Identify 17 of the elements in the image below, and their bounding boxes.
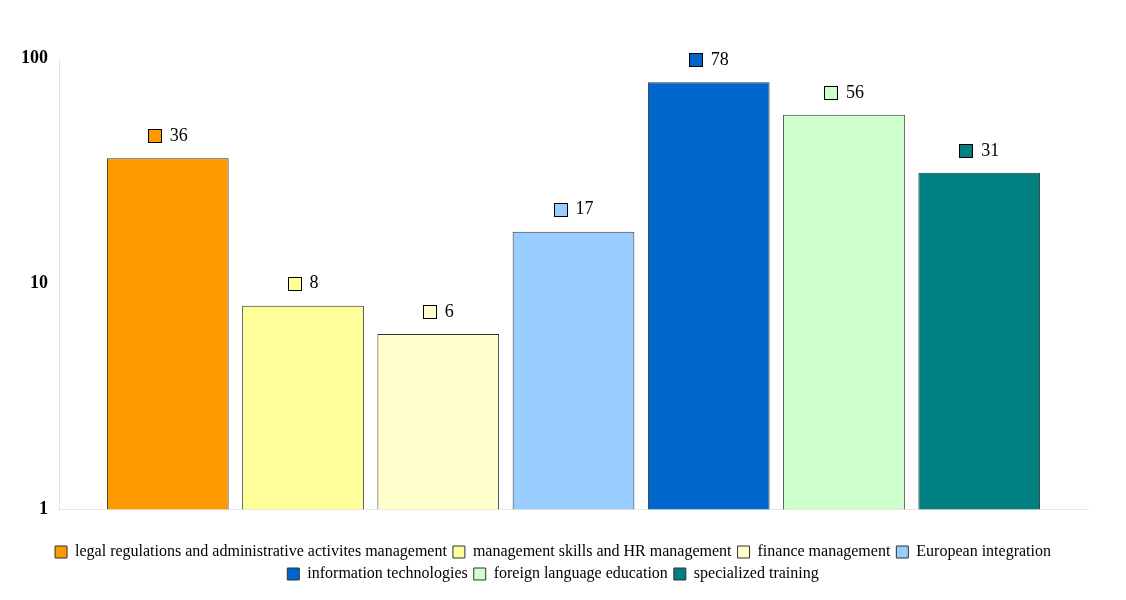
legend-label: finance management <box>757 542 891 561</box>
data-label: 8 <box>309 272 319 293</box>
legend-label: European integration <box>916 542 1051 561</box>
data-label: 17 <box>575 198 594 219</box>
data-label: 56 <box>845 81 864 102</box>
legend-label: information technologies <box>307 564 468 583</box>
y-tick-label: 100 <box>21 46 48 67</box>
legend-label: specialized training <box>693 564 819 583</box>
y-tick-label: 1 <box>39 498 48 519</box>
legend-label: foreign language education <box>493 564 668 583</box>
data-label: 36 <box>169 124 188 145</box>
y-tick-label: 10 <box>30 272 48 293</box>
data-label: 31 <box>981 139 1000 160</box>
legend-label: legal regulations and administrative activites management <box>75 542 448 561</box>
data-label: 78 <box>710 49 729 70</box>
data-label: 6 <box>444 300 454 321</box>
legend-label: management skills and HR management <box>472 542 733 561</box>
